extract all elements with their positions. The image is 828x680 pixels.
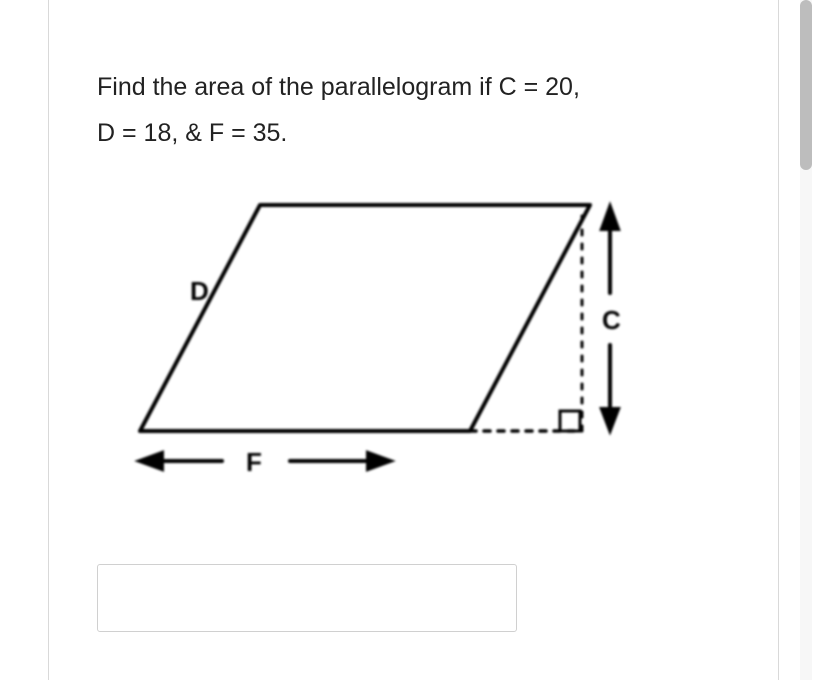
question-line-1: Find the area of the parallelogram if C … xyxy=(97,73,580,101)
question-block: Find the area of the parallelogram if C … xyxy=(97,64,717,157)
question-text: Find the area of the parallelogram if C … xyxy=(97,64,717,157)
page-container: Find the area of the parallelogram if C … xyxy=(0,0,828,680)
content-border-right xyxy=(778,0,779,680)
label-c: C xyxy=(602,305,621,335)
f-dimension-bracket xyxy=(140,453,390,469)
label-d: D xyxy=(190,276,209,306)
question-line-2: D = 18, & F = 35. xyxy=(97,119,287,147)
content-border-left xyxy=(48,0,49,680)
right-angle-marker xyxy=(560,411,580,431)
answer-input[interactable] xyxy=(97,564,517,632)
parallelogram-shape xyxy=(140,205,590,431)
label-f: F xyxy=(246,447,262,477)
scrollbar-thumb[interactable] xyxy=(800,0,812,170)
parallelogram-diagram: D C F xyxy=(130,185,640,485)
